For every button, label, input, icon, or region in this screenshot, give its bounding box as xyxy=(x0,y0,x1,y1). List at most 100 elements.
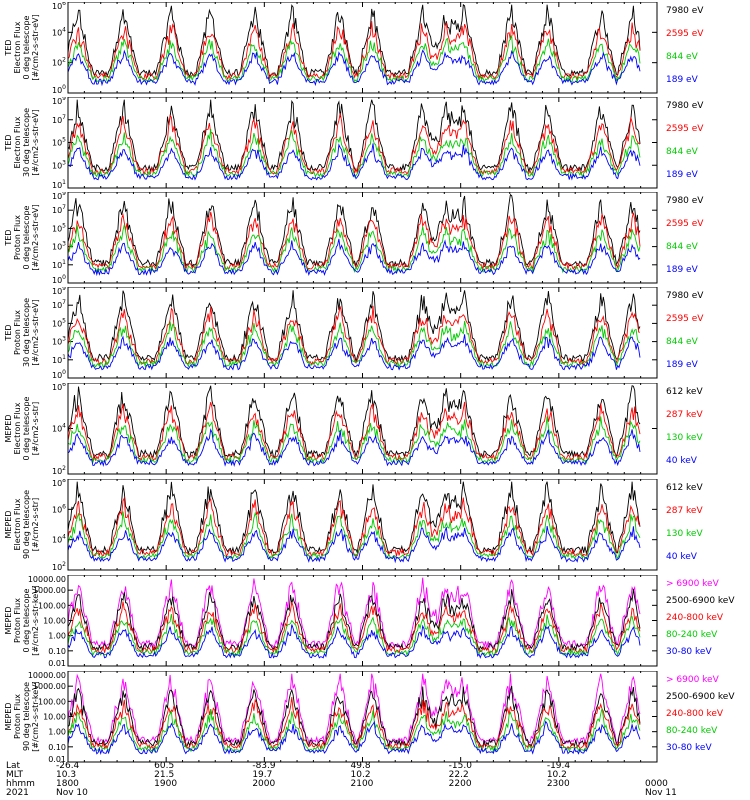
y-axis-label: MEPED Electron Flux 0 deg telescope [#/cm2-… xyxy=(4,387,40,470)
y-axis-label-line: Electron Flux xyxy=(13,402,22,455)
legend-entry: 844 eV xyxy=(666,147,698,157)
panel-2: 101 103 105 107 109 TED Electron Flux 30 deg te… xyxy=(0,95,750,193)
y-axis-label-line: 0 deg telescope xyxy=(22,15,31,80)
series-line xyxy=(67,525,641,564)
y-tick-label: 100 xyxy=(52,274,66,285)
legend-entry: 30-80 keV xyxy=(666,647,712,657)
panel-plot: 102 104 106 xyxy=(52,381,658,476)
y-axis-label-line: Proton Flux xyxy=(13,694,22,739)
plot-frame xyxy=(67,382,658,475)
series-line xyxy=(67,320,641,369)
series-line xyxy=(67,511,641,561)
series-line xyxy=(67,496,641,558)
y-axis-label-line: Electron Flux xyxy=(13,116,22,169)
y-axis-label-line: 0 deg telescope xyxy=(22,205,31,270)
y-axis-label-line: 30 deg telescope xyxy=(22,108,31,178)
series-line xyxy=(67,577,641,649)
y-tick-label: 103 xyxy=(52,241,66,252)
x-footer-mlt: 21.5 xyxy=(154,770,175,780)
series-line xyxy=(67,720,641,755)
y-tick-label: 104 xyxy=(52,423,66,434)
row-label-year: 2021 xyxy=(6,788,29,798)
legend-entry: 2500-6900 keV xyxy=(666,692,735,702)
x-footer-mlt: 10.3 xyxy=(56,770,77,780)
legend-entry: 189 eV xyxy=(666,75,698,85)
y-tick-label: 104 xyxy=(52,26,66,37)
legend-entry: 189 eV xyxy=(666,170,698,180)
panel-plot: 101 103 105 107 109 xyxy=(52,95,658,190)
plot-frame xyxy=(67,670,658,763)
plot-frame xyxy=(67,96,658,189)
series-line xyxy=(67,416,641,465)
legend-entry: 2595 eV xyxy=(666,124,704,134)
y-tick-label: 0.10 xyxy=(48,743,66,752)
y-axis-label: MEPED Proton Flux 0 deg telescope [#/cm2-s-… xyxy=(4,579,40,662)
y-tick-label: 1.00 xyxy=(48,728,66,737)
y-tick-label: 10000.00 xyxy=(28,575,66,584)
series-line xyxy=(67,35,641,84)
y-tick-label: 109 xyxy=(52,192,66,201)
legend-entry: 2500-6900 keV xyxy=(666,596,735,606)
x-footer-lat: 60.5 xyxy=(154,761,175,771)
panel-plot: 100 101 103 105 107 109 xyxy=(52,285,658,380)
y-tick-label: 102 xyxy=(52,561,66,572)
y-tick-label: 10.00 xyxy=(43,617,66,626)
series-line xyxy=(67,685,641,748)
y-tick-label: 105 xyxy=(52,137,66,148)
series-line xyxy=(67,401,641,462)
legend-entry: 189 eV xyxy=(666,360,698,370)
legend-entry: 80-240 keV xyxy=(666,630,718,640)
x-footer-hhmm: 1900 xyxy=(154,779,178,789)
legend-entry: > 6900 keV xyxy=(666,675,719,685)
y-axis-label-line: TED xyxy=(4,324,13,341)
panel-plot: 100 101 103 105 107 109 xyxy=(52,190,658,285)
series-line xyxy=(67,49,641,87)
y-axis-label-line: MEPED xyxy=(4,702,13,731)
legend-entry: 130 keV xyxy=(666,529,703,539)
series-line xyxy=(67,481,641,556)
series-line xyxy=(67,428,641,468)
y-tick-label: 107 xyxy=(52,204,66,215)
legend-entry: 7980 eV xyxy=(666,291,704,301)
legend-entry: > 6900 keV xyxy=(666,579,719,589)
series-line xyxy=(67,224,641,274)
panel-7: 0.01 0.10 1.00 10.00 100.00 1000.00 10000.00 ME… xyxy=(0,574,750,671)
x-footer-hhmm: 2300 xyxy=(546,779,570,789)
legend-entry: 287 keV xyxy=(666,506,703,516)
y-tick-label: 106 xyxy=(52,503,66,514)
y-tick-label: 100.00 xyxy=(38,601,66,610)
y-axis-label-line: [#/cm2-s-str-keV] xyxy=(31,681,40,752)
y-tick-label: 108 xyxy=(52,479,66,488)
y-tick-label: 1000.00 xyxy=(33,586,66,595)
x-footer-mlt: 19.7 xyxy=(252,770,273,780)
y-tick-label: 0.10 xyxy=(48,647,66,656)
x-footer-hhmm: 0000 xyxy=(645,779,668,789)
y-tick-label: 0.01 xyxy=(48,659,66,668)
y-tick-label: 109 xyxy=(52,287,66,296)
y-axis-label: TED Electron Flux 30 deg telescope [#/cm2-s… xyxy=(4,101,40,184)
legend-entry: 7980 eV xyxy=(666,6,704,16)
plot-frame xyxy=(67,1,658,94)
panel-plot: 0.01 0.10 1.00 10.00 100.00 1000.00 10000.00 xyxy=(28,574,658,668)
legend-entry: 30-80 keV xyxy=(666,743,712,753)
y-axis-label-line: [#/cm2-s-str] xyxy=(31,497,40,552)
legend-entry: 2595 eV xyxy=(666,219,704,229)
y-tick-label: 102 xyxy=(52,57,66,68)
panel-plot: 102 104 106 108 xyxy=(52,477,658,572)
legend-entry: 240-800 keV xyxy=(666,709,724,719)
plot-frame xyxy=(67,286,658,379)
legend-entry: 40 keV xyxy=(666,456,697,466)
row-label-hhmm: hhmm xyxy=(6,779,35,789)
x-footer-mlt: 22.2 xyxy=(448,770,469,780)
y-tick-label: 105 xyxy=(52,222,66,233)
y-axis-label-line: TED xyxy=(4,229,13,246)
series-line xyxy=(67,708,641,753)
legend-entry: 2595 eV xyxy=(666,29,704,39)
panel-5: 102 104 106 MEPED Electron Flux 0 deg telesco… xyxy=(0,381,750,479)
y-axis-label-line: [#/cm2-s-str-eV] xyxy=(31,204,40,271)
legend-entry: 844 eV xyxy=(666,52,698,62)
series-line xyxy=(67,624,641,659)
y-tick-label: 100 xyxy=(52,369,66,380)
y-axis-label-line: MEPED xyxy=(4,606,13,635)
